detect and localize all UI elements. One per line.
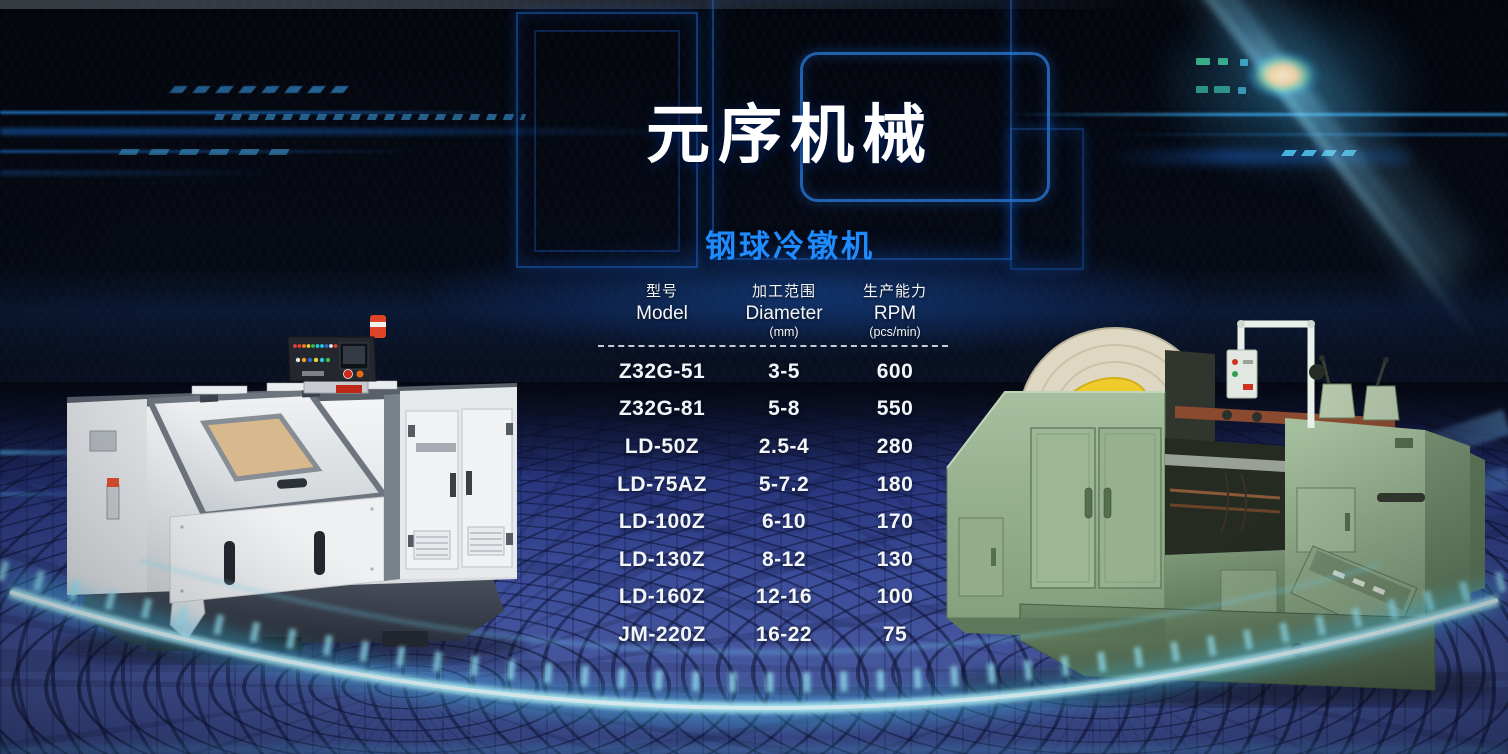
column-header-model: 型号 Model [598, 282, 726, 340]
dash-streak [169, 86, 355, 93]
table-row: LD-50Z 2.5-4 280 [598, 428, 948, 466]
col-diameter-unit: (mm) [769, 325, 799, 339]
col-model-zh: 型号 [645, 283, 678, 300]
dash-streak [213, 114, 527, 120]
table-row: JM-220Z 16-22 75 [598, 616, 948, 654]
cell-model: LD-50Z [624, 434, 700, 458]
vent-grille [413, 526, 505, 560]
table-row: LD-100Z 6-10 170 [598, 503, 948, 541]
spec-table: 型号 Model 加工范围 Diameter (mm) 生产能力 RPM (pc… [598, 282, 948, 654]
dash-streak [118, 149, 292, 155]
table-body: Z32G-51 3-5 600 Z32G-81 5-8 550 LD-50Z 2… [598, 353, 948, 654]
green-dash [1218, 58, 1228, 65]
cell-model: JM-220Z [618, 622, 706, 646]
top-light-strip [0, 0, 1160, 9]
col-diameter-zh: 加工范围 [751, 283, 816, 300]
col-rpm-zh: 生产能力 [862, 283, 927, 300]
cell-rpm: 280 [876, 434, 914, 458]
table-row: LD-160Z 12-16 100 [598, 579, 948, 617]
wireframe-machine-outline [1010, 128, 1084, 270]
cell-rpm: 550 [876, 397, 914, 421]
cell-model: Z32G-81 [618, 397, 706, 421]
cell-rpm: 180 [876, 472, 914, 496]
cell-diameter: 5-7.2 [758, 472, 810, 496]
right-machine-image [946, 320, 1495, 706]
wireframe-machine-outline [534, 30, 680, 252]
green-dash [1214, 86, 1230, 93]
table-row: LD-75AZ 5-7.2 180 [598, 466, 948, 504]
left-machine-image [57, 315, 527, 665]
wireframe-machine-outline [712, 0, 1012, 260]
cell-rpm: 75 [882, 622, 908, 646]
cell-rpm: 170 [876, 510, 914, 534]
table-row: Z32G-51 3-5 600 [598, 353, 948, 391]
cell-rpm: 600 [876, 359, 914, 383]
lens-flare-icon [1245, 50, 1321, 100]
cell-diameter: 3-5 [768, 359, 800, 383]
light-streak [0, 128, 700, 135]
front-door [1220, 569, 1278, 615]
cell-diameter: 16-22 [755, 622, 813, 646]
green-dash [1240, 59, 1248, 66]
section-title: 钢球冷镦机 [705, 229, 875, 264]
green-dash [1238, 87, 1246, 94]
left-cabinet [946, 391, 1166, 619]
pendant-control-box [1226, 349, 1258, 399]
green-dash [1196, 58, 1210, 65]
table-row: Z32G-81 5-8 550 [598, 391, 948, 429]
light-streak [0, 111, 500, 114]
col-rpm-en: RPM [873, 303, 917, 324]
die-cavity [1165, 438, 1285, 555]
floor-reflection [0, 492, 90, 496]
light-streak [1000, 113, 1508, 116]
green-dash [1196, 86, 1208, 93]
wireframe-window-outline [800, 52, 1050, 202]
cell-diameter: 12-16 [755, 585, 813, 609]
page-title: 元序机械 [646, 99, 934, 171]
column-header-diameter: 加工范围 Diameter (mm) [726, 282, 842, 340]
cell-model: LD-75AZ [617, 472, 707, 496]
cell-model: Z32G-51 [618, 359, 706, 383]
control-panel [287, 336, 377, 382]
cell-rpm: 130 [876, 547, 914, 571]
cell-diameter: 2.5-4 [758, 434, 810, 458]
light-streak [1100, 133, 1508, 136]
light-streak [0, 171, 280, 175]
red-label [336, 385, 362, 393]
cell-rpm: 100 [876, 585, 914, 609]
table-header: 型号 Model 加工范围 Diameter (mm) 生产能力 RPM (pc… [598, 282, 948, 340]
hood-window [199, 413, 323, 482]
cell-model: LD-100Z [618, 510, 706, 534]
col-diameter-en: Diameter [745, 303, 823, 324]
table-divider [598, 345, 948, 347]
horizon-blue-band [0, 268, 1508, 363]
cell-diameter: 6-10 [761, 510, 807, 534]
bottom-edge-glow [0, 740, 1508, 754]
wireframe-machine-outline [516, 12, 698, 268]
col-model-en: Model [636, 303, 688, 324]
cell-diameter: 5-8 [768, 397, 800, 421]
cell-diameter: 8-12 [761, 547, 807, 571]
wireframe-glow [430, 238, 1190, 350]
lubricators [1318, 355, 1400, 421]
cell-model: LD-130Z [618, 547, 706, 571]
light-streak [0, 150, 430, 153]
col-rpm-unit: (pcs/min) [869, 325, 921, 339]
column-header-rpm: 生产能力 RPM (pcs/min) [842, 282, 948, 340]
cell-model: LD-160Z [618, 585, 706, 609]
table-row: LD-130Z 8-12 130 [598, 541, 948, 579]
